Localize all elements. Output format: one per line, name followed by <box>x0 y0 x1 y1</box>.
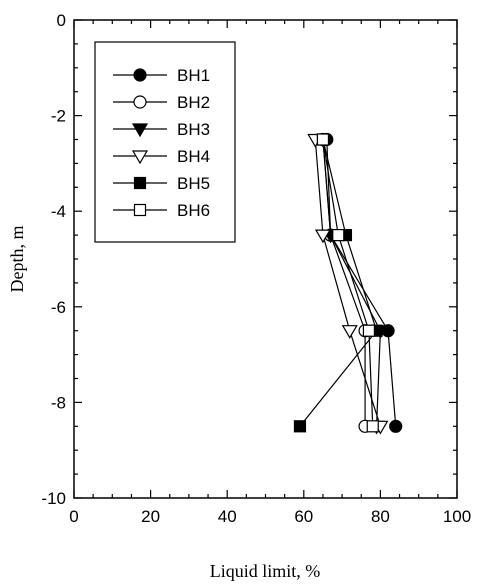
data-point-bh6 <box>366 420 379 433</box>
series-line-bh3 <box>322 139 382 427</box>
axis-tick-labels: 0 20 40 60 80 100 0 -2 -4 -6 -8 -10 <box>41 11 471 526</box>
y-tick-label: -4 <box>51 202 66 221</box>
series-lines <box>299 139 397 427</box>
series-line-bh5 <box>299 139 378 427</box>
y-axis-title: Depth, m <box>7 226 27 293</box>
data-point-bh6 <box>362 324 376 337</box>
data-point-bh5 <box>293 420 307 433</box>
x-tick-label: 100 <box>443 507 471 526</box>
series-markers <box>293 132 403 435</box>
series-line-bh6 <box>322 139 374 427</box>
data-point-bh6 <box>332 229 345 242</box>
x-tick-label: 80 <box>371 507 390 526</box>
x-axis-title: Liquid limit, % <box>210 561 321 581</box>
data-point-bh4 <box>314 229 331 244</box>
x-tick-label: 40 <box>218 507 237 526</box>
legend-marker-bh5 <box>133 176 147 190</box>
legend-label-bh6: BH6 <box>177 201 210 220</box>
series-line-bh1 <box>326 139 397 427</box>
y-tick-label: -2 <box>51 107 66 126</box>
y-tick-label: -8 <box>51 393 66 412</box>
legend-box <box>94 41 236 243</box>
legend-label-bh4: BH4 <box>177 147 210 166</box>
legend: BH1 BH2 BH3 BH4 BH5 BH6 <box>94 41 236 243</box>
y-tick-label: -10 <box>41 489 66 508</box>
x-tick-label: 60 <box>294 507 313 526</box>
legend-marker-bh3 <box>131 123 149 138</box>
legend-marker-bh4 <box>131 150 149 165</box>
legend-marker-bh2 <box>133 95 147 109</box>
legend-label-bh5: BH5 <box>177 174 210 193</box>
data-point-bh6 <box>316 133 330 146</box>
x-tick-label: 20 <box>141 507 160 526</box>
axis-ticks <box>73 19 458 499</box>
legend-label-bh3: BH3 <box>177 120 210 139</box>
data-point-bh4 <box>341 325 358 339</box>
y-tick-label: -6 <box>51 298 66 317</box>
legend-label-bh1: BH1 <box>177 66 210 85</box>
data-point-bh1 <box>389 419 403 433</box>
y-tick-label: 0 <box>57 11 66 30</box>
legend-marker-bh1 <box>133 68 147 82</box>
series-line-bh4 <box>314 139 381 427</box>
legend-marker-bh6 <box>133 203 147 217</box>
legend-label-bh2: BH2 <box>177 93 210 112</box>
x-tick-label: 0 <box>69 507 78 526</box>
